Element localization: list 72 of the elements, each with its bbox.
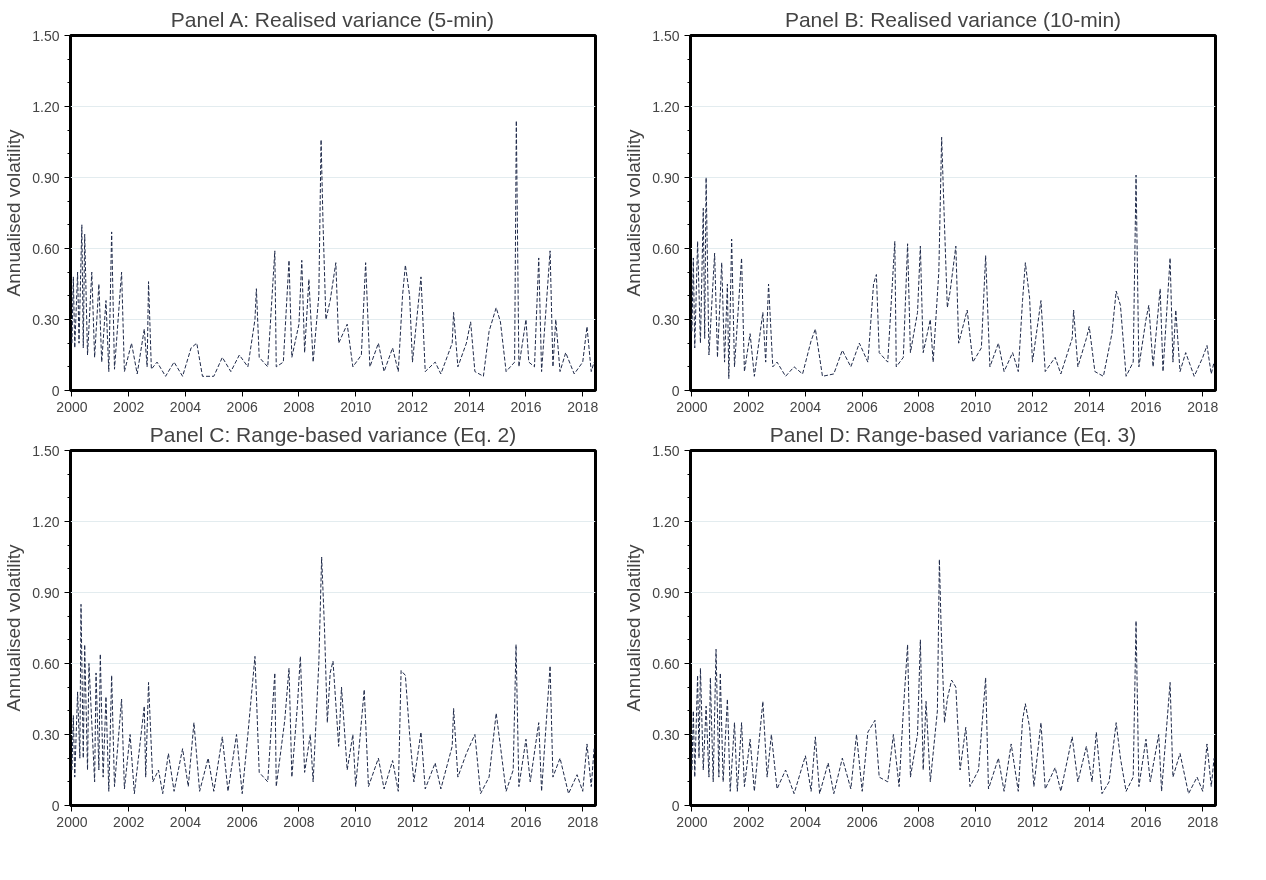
y-axis-title: Annualised volatility xyxy=(3,544,25,712)
y-tick-label: 0.60 xyxy=(652,655,680,672)
x-tick-label: 2000 xyxy=(56,813,88,830)
x-tick-label: 2016 xyxy=(1130,813,1162,830)
y-tick-label: 0.60 xyxy=(652,240,680,257)
x-tick-label: 2012 xyxy=(1016,813,1049,830)
y-tick-label: 0.60 xyxy=(32,240,60,257)
y-tick-label: 1.50 xyxy=(32,442,60,459)
x-tick-label: 2018 xyxy=(567,813,599,830)
y-tick-label: 0.90 xyxy=(32,169,60,186)
x-tick-label: 2010 xyxy=(340,813,372,830)
x-tick-label: 2016 xyxy=(510,398,542,415)
x-tick-label: 2000 xyxy=(56,398,88,415)
y-tick-label: 0.30 xyxy=(32,726,60,743)
y-tick-label: 0.30 xyxy=(652,311,680,328)
chart-title: Panel D: Range-based variance (Eq. 3) xyxy=(769,422,1137,446)
x-tick-label: 2000 xyxy=(676,398,708,415)
x-tick-label: 2018 xyxy=(1187,398,1219,415)
x-tick-label: 2014 xyxy=(1073,398,1105,415)
chart-title: Panel C: Range-based variance (Eq. 2) xyxy=(149,422,517,446)
x-tick-label: 2006 xyxy=(226,398,258,415)
x-tick-label: 2012 xyxy=(396,813,429,830)
x-tick-label: 2002 xyxy=(113,398,145,415)
chart-title: Panel B: Realised variance (10-min) xyxy=(784,7,1122,31)
y-tick-label: 1.20 xyxy=(652,98,680,115)
y-tick-label: 1.20 xyxy=(652,513,680,530)
x-tick-label: 2000 xyxy=(676,813,708,830)
x-tick-label: 2016 xyxy=(510,813,542,830)
y-tick-label: 0.30 xyxy=(32,311,60,328)
x-tick-label: 2004 xyxy=(789,398,822,415)
x-tick-label: 2014 xyxy=(453,398,485,415)
y-tick-label: 1.50 xyxy=(652,27,680,44)
x-tick-label: 2002 xyxy=(733,398,765,415)
x-tick-label: 2016 xyxy=(1130,398,1162,415)
x-tick-label: 2012 xyxy=(396,398,429,415)
y-axis-title: Annualised volatility xyxy=(623,544,645,712)
x-tick-label: 2006 xyxy=(846,398,878,415)
x-tick-label: 2006 xyxy=(846,813,878,830)
x-tick-label: 2004 xyxy=(169,813,202,830)
x-tick-label: 2008 xyxy=(283,398,315,415)
y-tick-label: 1.20 xyxy=(32,513,60,530)
x-tick-label: 2018 xyxy=(1187,813,1219,830)
x-tick-label: 2018 xyxy=(567,398,599,415)
y-tick-label: 0 xyxy=(51,797,60,814)
x-tick-label: 2008 xyxy=(903,813,935,830)
x-tick-label: 2004 xyxy=(169,398,202,415)
y-tick-label: 0.60 xyxy=(32,655,60,672)
x-tick-label: 2010 xyxy=(960,398,992,415)
y-axis-title: Annualised volatility xyxy=(3,129,25,297)
y-tick-label: 0.90 xyxy=(652,584,680,601)
y-tick-label: 0.30 xyxy=(652,726,680,743)
y-tick-label: 0 xyxy=(671,797,680,814)
x-tick-label: 2010 xyxy=(960,813,992,830)
y-tick-label: 1.50 xyxy=(32,27,60,44)
y-tick-label: 0 xyxy=(671,382,680,399)
x-tick-label: 2014 xyxy=(453,813,485,830)
x-tick-label: 2008 xyxy=(903,398,935,415)
x-tick-label: 2012 xyxy=(1016,398,1049,415)
y-tick-label: 1.50 xyxy=(652,442,680,459)
x-tick-label: 2002 xyxy=(733,813,765,830)
x-tick-label: 2006 xyxy=(226,813,258,830)
x-tick-label: 2014 xyxy=(1073,813,1105,830)
x-tick-label: 2002 xyxy=(113,813,145,830)
x-tick-label: 2010 xyxy=(340,398,372,415)
y-tick-label: 1.20 xyxy=(32,98,60,115)
y-tick-label: 0.90 xyxy=(32,584,60,601)
x-tick-label: 2004 xyxy=(789,813,822,830)
y-axis-title: Annualised volatility xyxy=(623,129,645,297)
y-tick-label: 0 xyxy=(51,382,60,399)
x-tick-label: 2008 xyxy=(283,813,315,830)
chart-title: Panel A: Realised variance (5-min) xyxy=(170,7,495,31)
y-tick-label: 0.90 xyxy=(652,169,680,186)
